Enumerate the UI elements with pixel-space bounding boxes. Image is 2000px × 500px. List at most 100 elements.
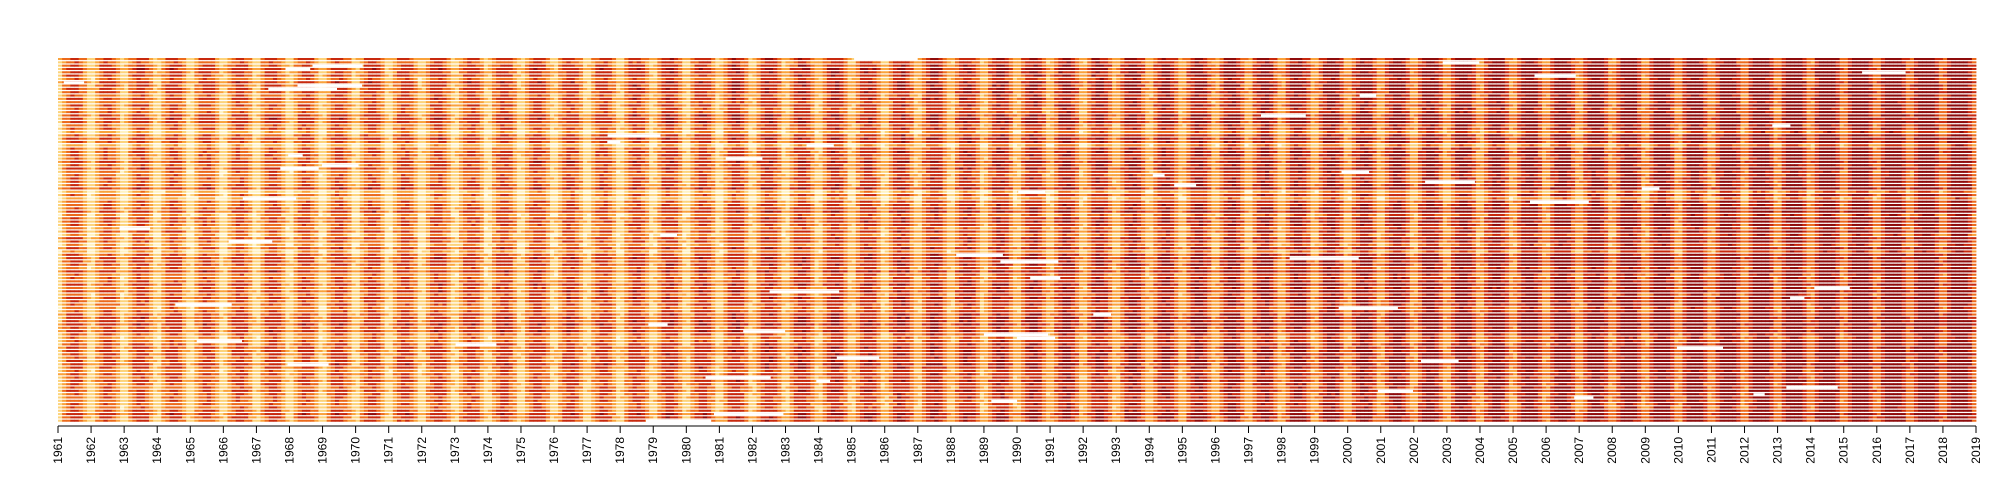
heat-cell (868, 84, 873, 87)
heat-cell (1806, 67, 1812, 71)
heat-cell (1211, 71, 1216, 74)
heat-cell (1169, 91, 1175, 94)
heat-cell (215, 64, 220, 67)
heat-cell (409, 77, 414, 80)
heat-cell (640, 91, 646, 94)
heat-cell (330, 77, 336, 80)
heat-cell (1566, 87, 1572, 90)
heat-cell (1157, 81, 1163, 84)
heat-cell (148, 67, 154, 71)
heat-cell (818, 71, 824, 74)
heat-cell (702, 61, 708, 64)
heat-cell (78, 84, 84, 87)
heat-cell (1901, 74, 1907, 77)
heat-cell (343, 81, 348, 84)
heat-cell (1723, 87, 1729, 90)
heat-cell (157, 81, 162, 84)
heat-cell (599, 61, 605, 64)
heat-cell (1248, 84, 1254, 87)
heat-cell (930, 84, 935, 87)
heat-cell (1393, 84, 1398, 87)
heat-cell (248, 58, 253, 61)
heat-cell (396, 61, 402, 64)
heat-cell (1529, 61, 1535, 64)
heat-cell (839, 91, 844, 94)
heat-cell (607, 67, 613, 71)
heat-cell (58, 81, 63, 84)
heat-cell (1802, 61, 1807, 64)
heat-cell (1161, 87, 1167, 90)
heat-cell (649, 77, 654, 80)
heat-cell (173, 58, 179, 61)
heat-cell (1794, 67, 1799, 71)
heat-cell (1306, 58, 1311, 61)
heat-cell (1331, 91, 1336, 94)
heat-cell (363, 84, 369, 87)
heat-cell (706, 74, 712, 77)
heat-cell (582, 81, 588, 84)
heat-cell (1814, 58, 1820, 61)
heat-cell (1351, 64, 1357, 67)
heat-cell (504, 87, 509, 90)
heat-cell (706, 77, 712, 80)
heat-cell (888, 84, 894, 87)
heat-cell (1145, 91, 1150, 94)
heat-cell (1959, 58, 1964, 61)
heat-cell (268, 81, 274, 84)
heat-cell (62, 71, 67, 74)
heat-cell (930, 58, 935, 61)
heat-cell (1194, 84, 1200, 87)
heat-cell (1041, 71, 1047, 74)
heat-cell (1963, 67, 1969, 71)
heat-cell (1901, 81, 1907, 84)
heat-cell (111, 77, 117, 80)
heat-cell (1657, 64, 1663, 67)
heat-cell (1422, 77, 1427, 80)
heat-cell (206, 84, 212, 87)
heat-cell (1058, 58, 1063, 61)
heat-cell (508, 87, 514, 90)
heat-cell (169, 64, 175, 67)
heat-cell (1810, 84, 1816, 87)
heat-cell (1273, 58, 1278, 61)
heat-cell (268, 58, 274, 61)
heat-cell (244, 91, 249, 94)
heat-cell (454, 84, 460, 87)
heat-cell (1649, 77, 1654, 80)
heat-cell (1942, 64, 1948, 67)
heat-cell (864, 87, 869, 90)
heat-cell (1364, 58, 1369, 61)
heat-cell (1661, 64, 1667, 67)
heat-cell (520, 91, 526, 94)
heat-cell (1372, 74, 1378, 77)
heat-cell (1236, 58, 1241, 61)
heat-cell (727, 74, 733, 77)
heat-cell (1628, 74, 1634, 77)
heat-cell (1566, 64, 1572, 67)
heat-cell (128, 81, 133, 84)
heat-cell (1401, 87, 1406, 90)
heat-cell (752, 61, 757, 64)
heat-cell (620, 71, 625, 74)
heat-cell (1682, 84, 1688, 87)
heat-cell (520, 67, 526, 71)
heat-cell (1236, 84, 1241, 87)
heat-cell (607, 81, 613, 84)
heat-cell (624, 64, 629, 67)
heat-cell (1107, 74, 1113, 77)
heat-cell (413, 64, 419, 67)
heat-cell (1752, 64, 1758, 67)
heat-cell (355, 71, 361, 74)
heat-cell (1628, 87, 1634, 90)
heat-cell (190, 58, 195, 61)
heat-cell (768, 91, 774, 94)
heat-cell (938, 71, 943, 74)
heat-cell (1748, 67, 1754, 71)
heat-cell (764, 84, 770, 87)
heat-cell (1318, 71, 1324, 74)
heat-cell (1426, 67, 1431, 71)
heat-cell (1798, 64, 1803, 67)
heat-cell (1678, 58, 1683, 61)
heat-cell (1575, 77, 1580, 80)
heat-cell (1967, 87, 1973, 90)
